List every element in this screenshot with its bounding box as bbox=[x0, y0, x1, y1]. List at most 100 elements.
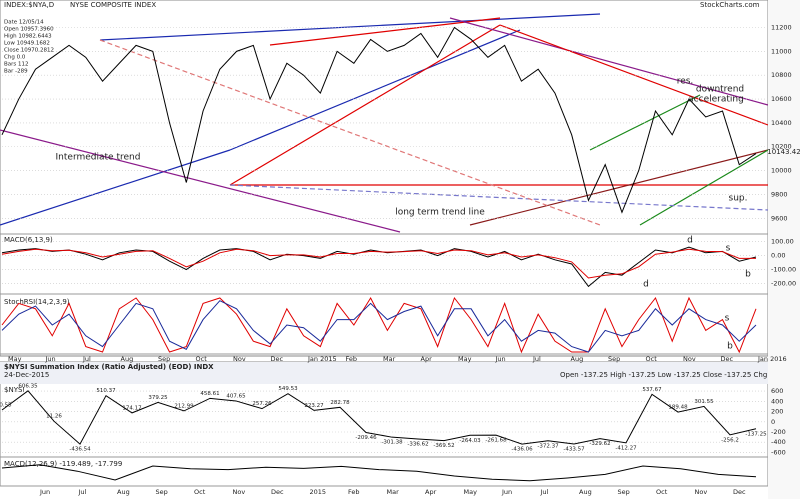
x-tick-label: Mar bbox=[387, 488, 400, 496]
lower-header-bg bbox=[0, 362, 800, 384]
annotation: b bbox=[727, 342, 733, 352]
x-tick-label: 2015 bbox=[310, 488, 327, 496]
value-label: 11.26 bbox=[46, 414, 62, 420]
y-tick-label: 600 bbox=[771, 387, 783, 395]
value-label: -433.57 bbox=[563, 446, 585, 452]
x-tick-label: Jan 2015 bbox=[307, 355, 337, 363]
annotation: long term trend line bbox=[395, 208, 485, 218]
panel-title: $NYSI bbox=[4, 386, 24, 394]
x-tick-label: Feb bbox=[346, 355, 358, 363]
x-tick-label: Sep bbox=[158, 355, 170, 363]
panel-title: MACD(12,26,9) -119.489, -17.799 bbox=[4, 460, 122, 468]
value-label: 223.27 bbox=[304, 403, 324, 409]
y-tick-label: 0.00 bbox=[771, 252, 785, 260]
x-tick-label: Sep bbox=[618, 488, 630, 496]
value-label: -301.38 bbox=[381, 440, 403, 446]
y-tick-label: 9600 bbox=[771, 214, 788, 222]
value-label: -209.46 bbox=[355, 435, 377, 441]
axis-strip bbox=[768, 0, 800, 499]
y-tick-label: 9800 bbox=[771, 190, 788, 198]
info-text: Bar -289 bbox=[4, 69, 28, 75]
y-tick-label: -200 bbox=[771, 428, 786, 436]
info-text: Open 10957.3960 bbox=[4, 27, 54, 33]
annotation: s bbox=[725, 314, 730, 324]
x-tick-label: Oct bbox=[196, 355, 208, 363]
value-label: 549.53 bbox=[278, 386, 298, 392]
info-text: High 10982.6443 bbox=[4, 34, 52, 40]
x-tick-label: Nov bbox=[233, 488, 246, 496]
info-text: Low 10949.1682 bbox=[4, 41, 50, 47]
annotation: s bbox=[726, 244, 731, 254]
x-tick-label: Dec bbox=[271, 488, 284, 496]
index-name: NYSE COMPOSITE INDEX bbox=[70, 1, 156, 9]
x-tick-label: Jan 2016 bbox=[757, 355, 787, 363]
info-text: Chg 0.0 bbox=[4, 55, 26, 61]
lower-quote: Open -137.25 High -137.25 Low -137.25 Cl… bbox=[560, 371, 800, 379]
lower-date: 24-Dec-2015 bbox=[4, 371, 49, 379]
y-tick-label: 10400 bbox=[771, 119, 792, 127]
x-tick-label: Aug bbox=[121, 355, 134, 363]
symbol: INDEX:$NYA,D bbox=[4, 1, 54, 9]
value-label: -369.52 bbox=[433, 443, 454, 449]
y-tick-label: 0 bbox=[771, 418, 775, 426]
x-tick-label: May bbox=[8, 355, 22, 363]
annotation: b bbox=[745, 270, 751, 280]
series-line bbox=[1, 464, 757, 482]
x-tick-label: Jul bbox=[540, 488, 549, 496]
y-tick-label: 400 bbox=[771, 397, 783, 405]
x-tick-label: May bbox=[458, 355, 472, 363]
y-tick-label: -100.00 bbox=[771, 266, 796, 274]
x-tick-label: Apr bbox=[425, 488, 437, 496]
annotation: d bbox=[643, 280, 649, 290]
y-tick-label: 100.00 bbox=[771, 238, 794, 246]
value-label: 458.61 bbox=[200, 391, 219, 397]
value-label: 282.78 bbox=[330, 400, 350, 406]
value-label: -436.54 bbox=[69, 447, 91, 453]
value-label: 230.55 bbox=[0, 402, 12, 408]
x-tick-label: Sep bbox=[156, 488, 168, 496]
trend-lines bbox=[0, 13, 769, 233]
panel-title: StochRSI(14,2,3,9) bbox=[4, 298, 70, 306]
x-tick-label: Feb bbox=[348, 488, 360, 496]
x-tick-label: Sep bbox=[608, 355, 620, 363]
x-tick-label: May bbox=[464, 488, 478, 496]
value-label: -256.2 bbox=[721, 437, 739, 443]
value-label: 212.99 bbox=[174, 403, 194, 409]
value-label: 537.67 bbox=[642, 387, 662, 393]
x-tick-label: Jun bbox=[39, 488, 50, 496]
y-tick-label: 11000 bbox=[771, 47, 792, 55]
x-tick-label: Jul bbox=[78, 488, 87, 496]
source: StockCharts.com bbox=[700, 1, 760, 9]
info-text: Close 10970.2812 bbox=[4, 48, 54, 54]
x-tick-label: Dec bbox=[733, 488, 746, 496]
value-label: -336.62 bbox=[407, 441, 428, 447]
value-label: 189.48 bbox=[668, 405, 688, 411]
y-tick-label: 11200 bbox=[771, 24, 792, 32]
x-tick-label: Jun bbox=[501, 488, 512, 496]
value-label: -329.62 bbox=[589, 441, 610, 447]
value-label: 379.25 bbox=[148, 395, 168, 401]
lower-title: $NYSI Summation Index (Ratio Adjusted) (… bbox=[4, 363, 214, 371]
info-text: Bars 112 bbox=[4, 62, 29, 68]
info-text: Date 12/05/14 bbox=[4, 20, 44, 26]
y-tick-label: 10200 bbox=[771, 143, 792, 151]
annotation: downtrend bbox=[696, 85, 744, 95]
x-tick-label: Nov bbox=[695, 488, 708, 496]
value-label: -264.03 bbox=[459, 438, 481, 444]
x-tick-label: Jul bbox=[82, 355, 91, 363]
series-line bbox=[1, 26, 757, 214]
x-tick-label: Dec bbox=[721, 355, 734, 363]
panel-title: MACD(6,13,9) bbox=[4, 236, 53, 244]
x-tick-label: Aug bbox=[117, 488, 130, 496]
y-tick-label: -600 bbox=[771, 448, 786, 456]
y-tick-label: 200 bbox=[771, 408, 783, 416]
value-label: 606.35 bbox=[18, 383, 38, 389]
annotation: res. bbox=[677, 77, 694, 87]
series-line bbox=[1, 300, 757, 353]
x-tick-label: Nov bbox=[683, 355, 696, 363]
x-tick-label: Oct bbox=[646, 355, 658, 363]
x-tick-label: Mar bbox=[383, 355, 396, 363]
y-tick-label: -200.00 bbox=[771, 280, 796, 288]
x-tick-label: Dec bbox=[271, 355, 284, 363]
